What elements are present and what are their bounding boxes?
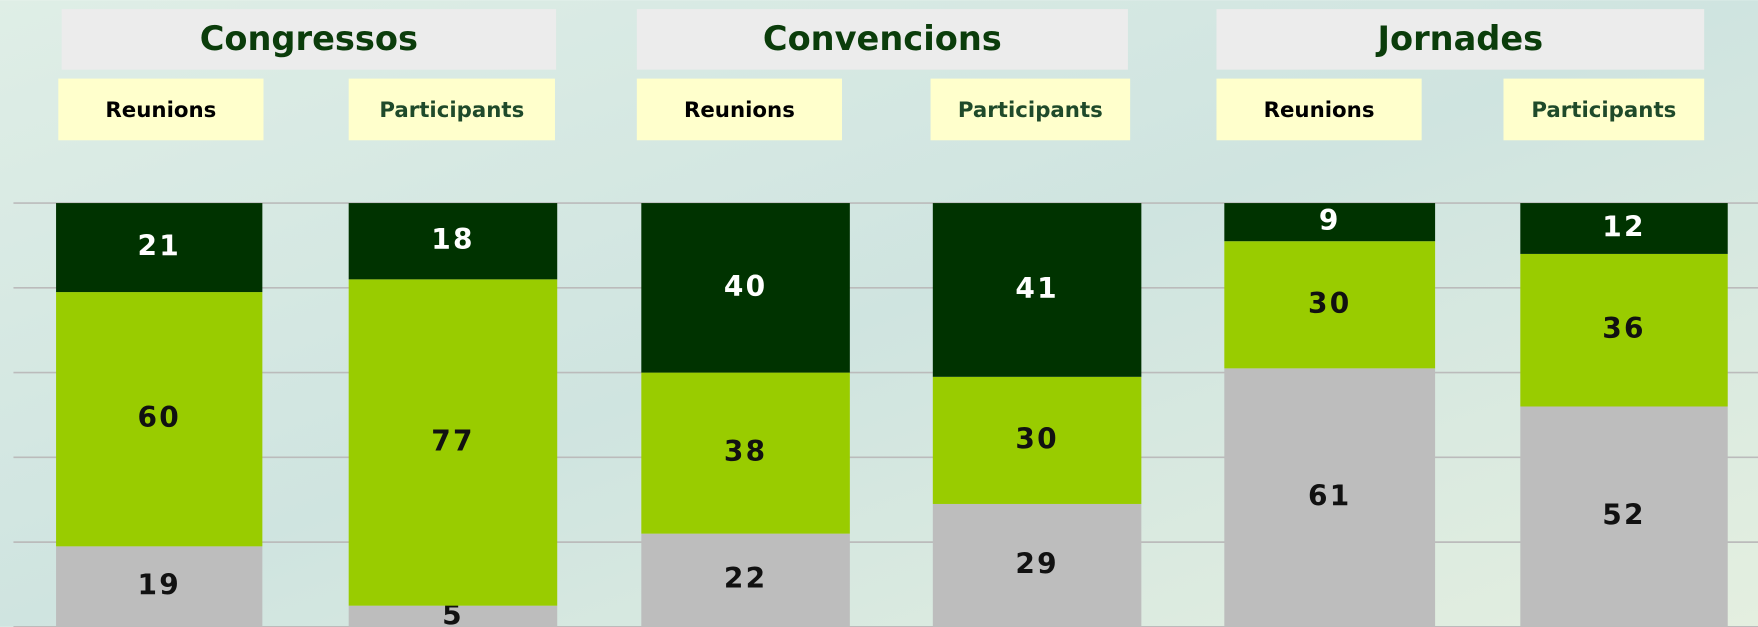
category-label: Reunions xyxy=(105,98,216,123)
category-label: Participants xyxy=(1531,98,1676,123)
bar-segment xyxy=(348,279,558,606)
value-label: 22 xyxy=(724,562,767,595)
category-box xyxy=(348,78,555,141)
category-box xyxy=(1503,78,1705,141)
bar-segment xyxy=(932,376,1142,504)
bar-segment xyxy=(641,533,850,627)
bar-segment xyxy=(641,203,850,373)
value-label: 40 xyxy=(724,270,767,303)
group-header-box xyxy=(61,9,557,70)
group-header-box xyxy=(1216,9,1705,70)
category-box xyxy=(636,78,843,141)
category-label: Reunions xyxy=(684,98,795,123)
value-label: 61 xyxy=(1308,480,1351,513)
bar-segment xyxy=(56,292,263,547)
value-label: 30 xyxy=(1015,422,1058,455)
bar-segment xyxy=(1224,368,1436,627)
value-label: 21 xyxy=(137,230,180,263)
group-header: Convencions xyxy=(763,19,1002,58)
bar-segment xyxy=(1224,241,1436,369)
bar-segment xyxy=(56,203,263,293)
value-label: 41 xyxy=(1015,272,1058,305)
category-box xyxy=(58,78,264,141)
value-label: 9 xyxy=(1319,204,1341,237)
value-label: 30 xyxy=(1308,287,1351,320)
category-label: Participants xyxy=(958,98,1103,123)
bar-segment xyxy=(1520,406,1728,627)
value-label: 36 xyxy=(1602,312,1645,345)
category-label: Participants xyxy=(379,98,524,123)
bar-segment xyxy=(56,546,263,627)
bar-segment xyxy=(641,372,850,534)
value-label: 77 xyxy=(431,425,474,458)
bar-segment xyxy=(1224,203,1436,242)
bar-segment xyxy=(348,605,558,627)
value-label: 18 xyxy=(431,223,474,256)
bar-segment xyxy=(1520,253,1728,407)
category-box xyxy=(930,78,1131,141)
group-header-box xyxy=(636,9,1128,70)
bar-segment xyxy=(932,203,1142,377)
value-label: 19 xyxy=(137,569,180,602)
value-label: 52 xyxy=(1602,499,1645,532)
value-label: 12 xyxy=(1602,210,1645,243)
bar-segment xyxy=(932,503,1142,627)
value-label: 29 xyxy=(1015,547,1058,580)
value-label: 38 xyxy=(724,435,767,468)
category-box xyxy=(1216,78,1422,141)
bar-segment xyxy=(1520,203,1728,254)
bar-segment xyxy=(348,203,558,280)
group-header: Congressos xyxy=(200,19,418,58)
value-label: 60 xyxy=(137,401,180,434)
group-header: Jornades xyxy=(1375,19,1543,58)
category-label: Reunions xyxy=(1264,98,1375,123)
